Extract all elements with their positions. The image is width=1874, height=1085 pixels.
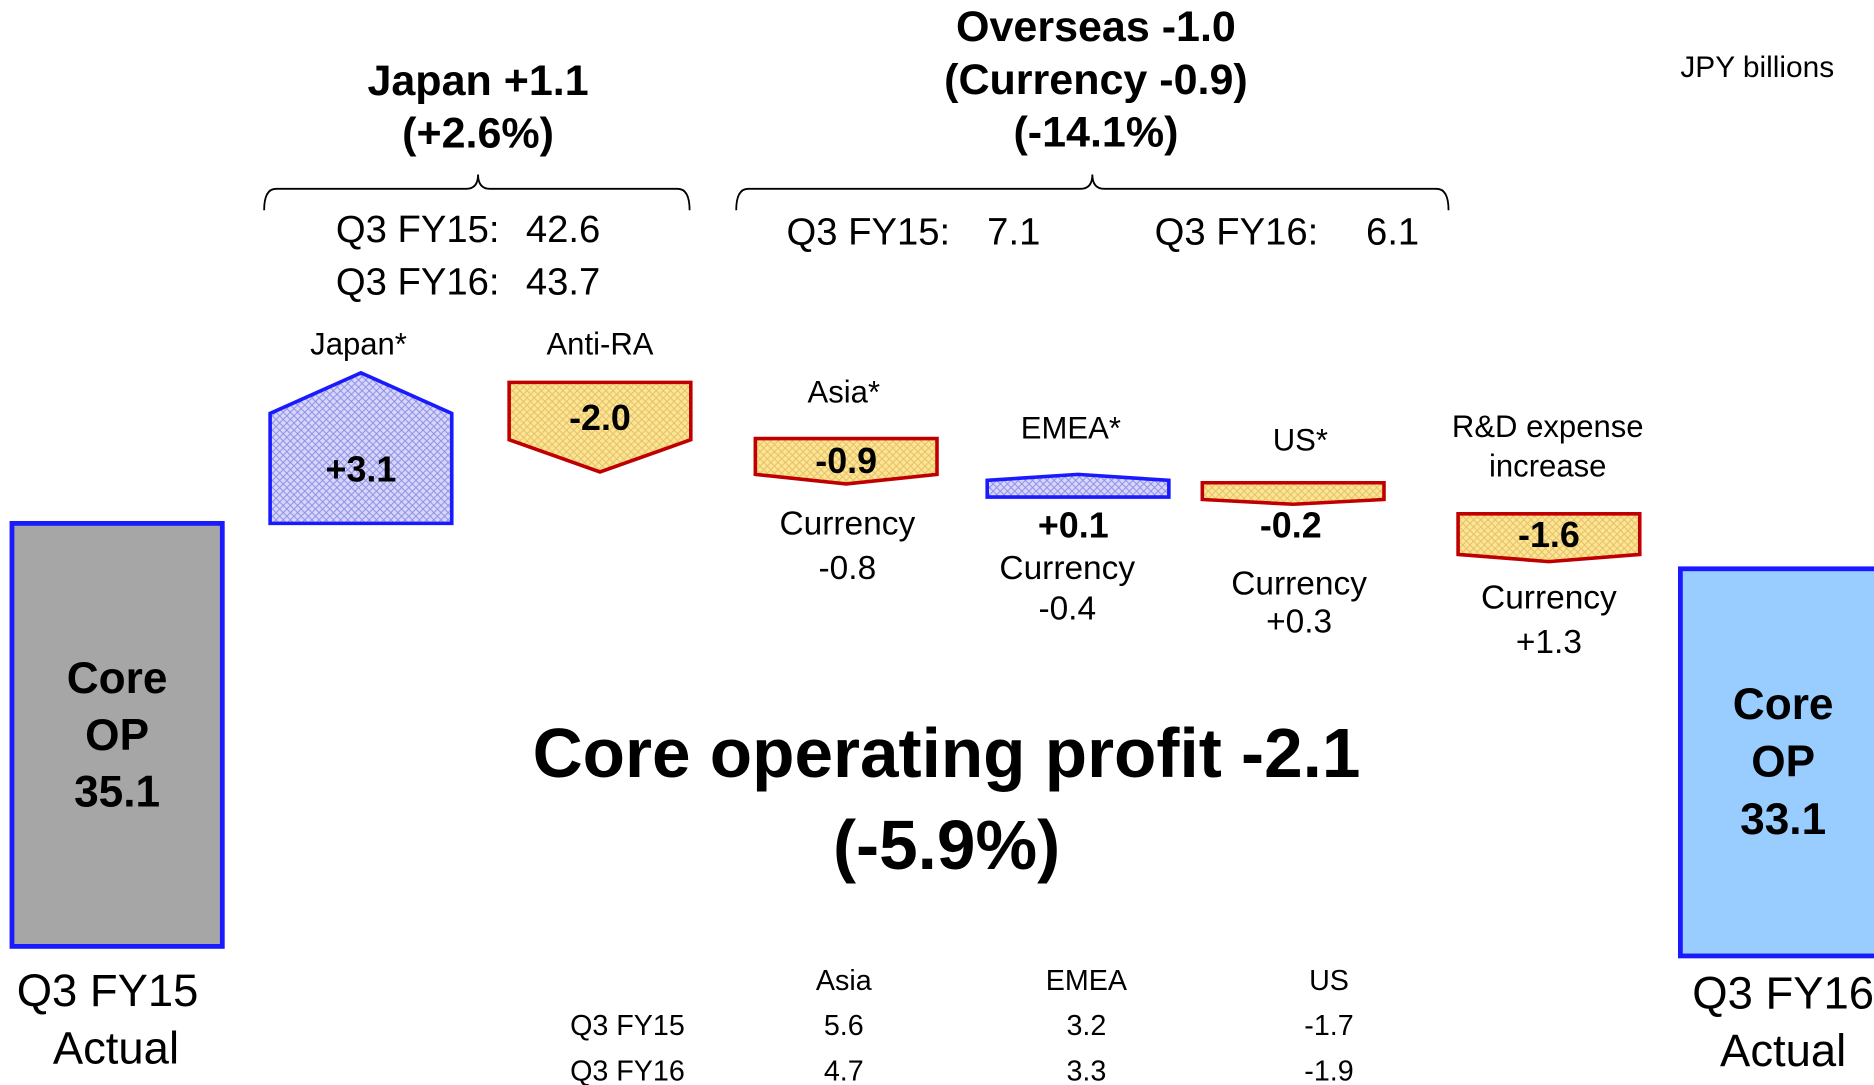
step-note: +1.3	[1516, 624, 1582, 661]
group-title: (+2.6%)	[402, 110, 554, 158]
step-label: EMEA*	[1021, 410, 1121, 445]
group-title: Japan +1.1	[367, 57, 588, 105]
step-label: increase	[1489, 449, 1606, 484]
table-row-label: Q3 FY15	[570, 1010, 685, 1042]
step-label: R&D expense	[1452, 409, 1644, 444]
step-value: +3.1	[326, 449, 397, 489]
table-header: US	[1309, 965, 1349, 997]
table-cell: -1.7	[1304, 1010, 1353, 1042]
step-shape	[1456, 512, 1642, 564]
table-header: EMEA	[1046, 965, 1128, 997]
step-value: -1.6	[1518, 515, 1580, 555]
table-cell: 5.6	[824, 1010, 864, 1042]
row-value: 42.6	[526, 208, 600, 251]
table-header: Asia	[816, 965, 872, 997]
row-value: 7.1	[987, 210, 1040, 253]
step-note: +0.3	[1266, 604, 1332, 641]
step-note: Currency	[999, 550, 1135, 587]
table: Asia EMEA US Q3 FY15 5.6 3.2 -1.7 Q3 FY1…	[570, 965, 1354, 1085]
total-text: Core	[67, 654, 168, 703]
row-value: 6.1	[1366, 210, 1419, 253]
step-value: -0.9	[815, 441, 877, 481]
step-label: Asia*	[808, 375, 881, 410]
step-label: Japan*	[310, 327, 407, 362]
step-shape	[507, 380, 693, 474]
table-cell: -1.9	[1304, 1056, 1353, 1085]
headline: (-5.9%)	[833, 806, 1060, 884]
table-cell: 4.7	[824, 1056, 864, 1085]
group-title: Overseas -1.0	[956, 3, 1236, 51]
table-cell: 3.3	[1066, 1056, 1106, 1085]
bracket	[263, 174, 691, 211]
table-cell: 3.2	[1066, 1010, 1106, 1042]
step-note: Currency	[1481, 580, 1617, 617]
step-label: US*	[1273, 422, 1328, 457]
total-text: 33.1	[1740, 795, 1826, 844]
unit: JPY billions	[1680, 51, 1834, 84]
step-value: -2.0	[569, 398, 631, 438]
step-shape	[268, 370, 454, 526]
step-note: Currency	[1231, 565, 1367, 602]
row-label: Q3 FY16:	[336, 260, 500, 303]
headline: Core operating profit -2.1	[533, 714, 1361, 792]
table-row-label: Q3 FY16	[570, 1056, 685, 1085]
total-text: OP	[85, 711, 149, 760]
step-shape	[1200, 480, 1386, 507]
row-value: 43.7	[526, 260, 600, 303]
row-label: Q3 FY15:	[786, 210, 950, 253]
total-caption: Q3 FY15	[17, 965, 199, 1016]
step-note: -0.8	[819, 550, 877, 587]
step-note: -0.4	[1038, 590, 1096, 627]
row-label: Q3 FY15:	[336, 208, 500, 251]
step-note: Currency	[779, 506, 915, 543]
total-caption: Actual	[1720, 1025, 1846, 1076]
step-shape	[753, 436, 939, 486]
step-label: Anti-RA	[546, 327, 653, 362]
total-box	[1677, 566, 1874, 959]
step-value: -0.2	[1260, 506, 1322, 546]
step-value: +0.1	[1038, 506, 1109, 546]
group-title: (-14.1%)	[1013, 108, 1178, 156]
step-shape	[985, 472, 1171, 499]
total-text: OP	[1751, 737, 1815, 786]
group-title: (Currency -0.9)	[944, 56, 1248, 104]
total-box	[9, 520, 225, 949]
total-caption: Q3 FY16	[1692, 968, 1874, 1019]
bracket	[735, 174, 1450, 211]
total-text: Core	[1733, 680, 1834, 729]
total-caption: Actual	[53, 1023, 179, 1074]
row-label: Q3 FY16:	[1155, 210, 1319, 253]
total-text: 35.1	[74, 767, 160, 816]
